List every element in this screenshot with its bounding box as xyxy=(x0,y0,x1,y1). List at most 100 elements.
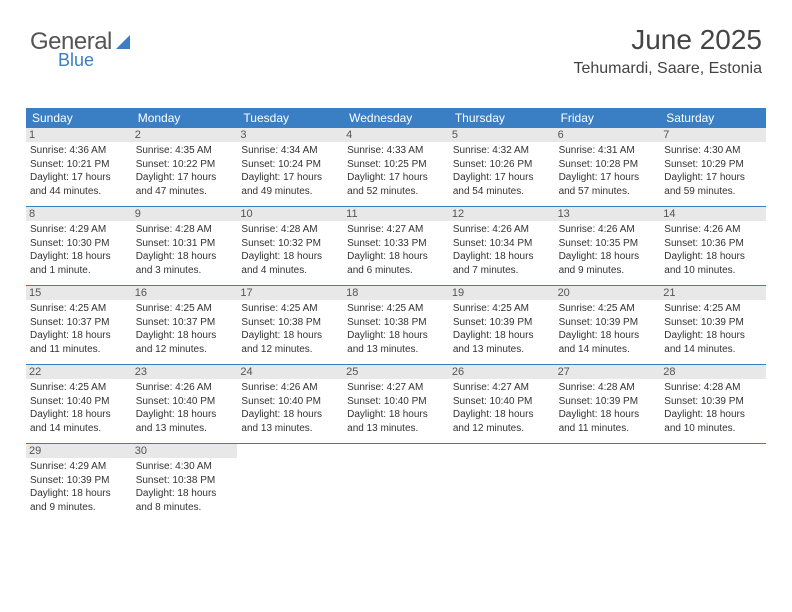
day-cell: 24Sunrise: 4:26 AMSunset: 10:40 PMDaylig… xyxy=(237,365,343,443)
day-number: 25 xyxy=(343,365,449,379)
day-line: and 13 minutes. xyxy=(453,343,551,357)
day-line: Sunrise: 4:29 AM xyxy=(30,223,128,237)
day-line: Sunrise: 4:28 AM xyxy=(241,223,339,237)
day-line: Daylight: 18 hours xyxy=(664,250,762,264)
day-number: 10 xyxy=(237,207,343,221)
day-line: Sunrise: 4:27 AM xyxy=(347,381,445,395)
day-cell: 1Sunrise: 4:36 AMSunset: 10:21 PMDayligh… xyxy=(26,128,132,206)
day-cell: 30Sunrise: 4:30 AMSunset: 10:38 PMDaylig… xyxy=(132,444,238,522)
day-cell: 23Sunrise: 4:26 AMSunset: 10:40 PMDaylig… xyxy=(132,365,238,443)
day-cell: 20Sunrise: 4:25 AMSunset: 10:39 PMDaylig… xyxy=(555,286,661,364)
day-number: 20 xyxy=(555,286,661,300)
calendar: Sunday Monday Tuesday Wednesday Thursday… xyxy=(26,108,766,522)
day-number: 29 xyxy=(26,444,132,458)
day-line: Daylight: 18 hours xyxy=(559,329,657,343)
day-number: 28 xyxy=(660,365,766,379)
day-cell: 10 Sunrise: 4:28 AMSunset: 10:32 PMDaylig… xyxy=(237,207,343,285)
day-line: and 7 minutes. xyxy=(453,264,551,278)
day-number: 8 xyxy=(26,207,132,221)
day-cell: 28Sunrise: 4:28 AMSunset: 10:39 PMDaylig… xyxy=(660,365,766,443)
day-line: Sunrise: 4:25 AM xyxy=(241,302,339,316)
day-line: and 11 minutes. xyxy=(559,422,657,436)
day-line: Sunset: 10:40 PM xyxy=(453,395,551,409)
day-line: Daylight: 18 hours xyxy=(559,250,657,264)
day-number: 9 xyxy=(132,207,238,221)
day-line: and 11 minutes. xyxy=(30,343,128,357)
day-line: Daylight: 18 hours xyxy=(136,408,234,422)
day-number: 19 xyxy=(449,286,555,300)
weekday-thu: Thursday xyxy=(449,108,555,128)
day-line: and 12 minutes. xyxy=(453,422,551,436)
day-line: Daylight: 18 hours xyxy=(347,329,445,343)
day-line: Daylight: 18 hours xyxy=(241,250,339,264)
day-cell: 8 Sunrise: 4:29 AMSunset: 10:30 PMDayligh… xyxy=(26,207,132,285)
day-line: Sunset: 10:40 PM xyxy=(136,395,234,409)
week-row: 29Sunrise: 4:29 AMSunset: 10:39 PMDaylig… xyxy=(26,444,766,522)
day-line: Sunrise: 4:26 AM xyxy=(241,381,339,395)
day-line: Sunset: 10:40 PM xyxy=(30,395,128,409)
day-number: 4 xyxy=(343,128,449,142)
day-line: Sunset: 10:35 PM xyxy=(559,237,657,251)
day-line: Daylight: 17 hours xyxy=(453,171,551,185)
day-line: Sunrise: 4:26 AM xyxy=(453,223,551,237)
day-line: Sunset: 10:25 PM xyxy=(347,158,445,172)
day-line: Sunset: 10:32 PM xyxy=(241,237,339,251)
day-line: Daylight: 17 hours xyxy=(241,171,339,185)
day-number: 5 xyxy=(449,128,555,142)
day-line: Sunrise: 4:26 AM xyxy=(664,223,762,237)
day-line: Sunrise: 4:30 AM xyxy=(136,460,234,474)
day-line: Daylight: 18 hours xyxy=(347,408,445,422)
day-line: and 12 minutes. xyxy=(241,343,339,357)
day-line: Sunset: 10:30 PM xyxy=(30,237,128,251)
day-number: 18 xyxy=(343,286,449,300)
day-line: and 9 minutes. xyxy=(559,264,657,278)
day-line: Sunrise: 4:29 AM xyxy=(30,460,128,474)
day-line: and 13 minutes. xyxy=(347,422,445,436)
weekday-mon: Monday xyxy=(132,108,238,128)
day-line: Sunrise: 4:32 AM xyxy=(453,144,551,158)
day-line: and 10 minutes. xyxy=(664,422,762,436)
day-line: and 3 minutes. xyxy=(136,264,234,278)
day-line: and 8 minutes. xyxy=(136,501,234,515)
day-line: Sunset: 10:22 PM xyxy=(136,158,234,172)
day-line: Daylight: 18 hours xyxy=(136,329,234,343)
day-line: Sunset: 10:36 PM xyxy=(664,237,762,251)
week-row: 22Sunrise: 4:25 AMSunset: 10:40 PMDaylig… xyxy=(26,365,766,444)
day-line: Sunrise: 4:25 AM xyxy=(136,302,234,316)
day-number: 27 xyxy=(555,365,661,379)
day-cell: 25Sunrise: 4:27 AMSunset: 10:40 PMDaylig… xyxy=(343,365,449,443)
day-line: Daylight: 18 hours xyxy=(559,408,657,422)
weekday-header: Sunday Monday Tuesday Wednesday Thursday… xyxy=(26,108,766,128)
day-cell xyxy=(449,444,555,522)
day-line: and 9 minutes. xyxy=(30,501,128,515)
day-line: Sunset: 10:31 PM xyxy=(136,237,234,251)
day-line: Sunrise: 4:33 AM xyxy=(347,144,445,158)
day-line: Sunrise: 4:34 AM xyxy=(241,144,339,158)
day-number: 21 xyxy=(660,286,766,300)
day-cell: 2Sunrise: 4:35 AMSunset: 10:22 PMDayligh… xyxy=(132,128,238,206)
week-row: 15Sunrise: 4:25 AMSunset: 10:37 PMDaylig… xyxy=(26,286,766,365)
day-line: Daylight: 17 hours xyxy=(30,171,128,185)
day-line: and 10 minutes. xyxy=(664,264,762,278)
day-cell: 17Sunrise: 4:25 AMSunset: 10:38 PMDaylig… xyxy=(237,286,343,364)
day-line: Sunset: 10:39 PM xyxy=(30,474,128,488)
day-line: Sunrise: 4:25 AM xyxy=(559,302,657,316)
day-line: Daylight: 18 hours xyxy=(30,250,128,264)
day-line: Sunset: 10:21 PM xyxy=(30,158,128,172)
weekday-sun: Sunday xyxy=(26,108,132,128)
day-line: Daylight: 18 hours xyxy=(30,408,128,422)
day-number: 16 xyxy=(132,286,238,300)
day-cell: 26Sunrise: 4:27 AMSunset: 10:40 PMDaylig… xyxy=(449,365,555,443)
day-number: 15 xyxy=(26,286,132,300)
day-number: 24 xyxy=(237,365,343,379)
week-row: 1Sunrise: 4:36 AMSunset: 10:21 PMDayligh… xyxy=(26,128,766,207)
day-cell: 18Sunrise: 4:25 AMSunset: 10:38 PMDaylig… xyxy=(343,286,449,364)
day-number: 2 xyxy=(132,128,238,142)
day-line: and 13 minutes. xyxy=(347,343,445,357)
day-line: Sunset: 10:33 PM xyxy=(347,237,445,251)
day-line: Daylight: 18 hours xyxy=(347,250,445,264)
day-cell: 27Sunrise: 4:28 AMSunset: 10:39 PMDaylig… xyxy=(555,365,661,443)
day-line: and 59 minutes. xyxy=(664,185,762,199)
day-cell: 13Sunrise: 4:26 AMSunset: 10:35 PMDaylig… xyxy=(555,207,661,285)
day-cell xyxy=(660,444,766,522)
